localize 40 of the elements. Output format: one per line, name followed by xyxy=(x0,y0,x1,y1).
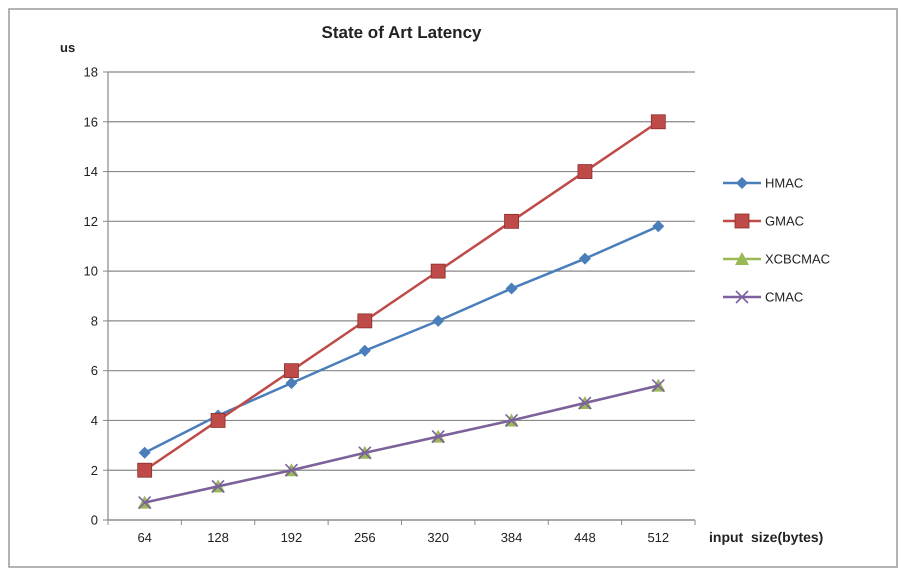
point xyxy=(504,214,519,229)
point xyxy=(210,413,226,428)
x-tick-label: 448 xyxy=(574,530,596,545)
y-tick-label: 8 xyxy=(90,313,98,328)
y-tick-label: 0 xyxy=(90,512,98,528)
y-axis-title: us xyxy=(60,40,76,55)
y-tick-label: 16 xyxy=(84,114,98,130)
x-tick-label: 384 xyxy=(500,530,522,545)
y-tick-label: 6 xyxy=(90,363,98,378)
point xyxy=(284,363,299,378)
x-tick-label: 128 xyxy=(207,530,229,545)
point xyxy=(506,282,518,295)
x-tick-label: 64 xyxy=(137,530,152,545)
point xyxy=(137,462,152,478)
x-tick-label: 512 xyxy=(647,530,670,545)
legend-label: CMAC xyxy=(765,290,804,305)
legend-label: HMAC xyxy=(765,176,804,191)
x-axis-title: input size(bytes) xyxy=(709,529,824,545)
point xyxy=(652,220,664,232)
point xyxy=(285,377,298,390)
x-tick-label: 320 xyxy=(427,530,450,545)
x-tick-label: 256 xyxy=(354,530,376,545)
legend-label: GMAC xyxy=(765,214,804,229)
point xyxy=(357,313,372,328)
x-tick-label: 192 xyxy=(280,530,302,545)
y-tick-label: 2 xyxy=(90,462,98,478)
point xyxy=(578,164,592,179)
y-tick-label: 14 xyxy=(84,164,98,180)
point xyxy=(138,446,151,459)
legend-label: XCBCMAC xyxy=(765,252,830,267)
y-tick-label: 18 xyxy=(84,64,98,80)
point xyxy=(578,252,591,265)
point xyxy=(430,264,446,279)
y-tick-label: 12 xyxy=(84,214,98,229)
point xyxy=(358,344,371,357)
y-tick-label: 4 xyxy=(90,412,98,428)
point xyxy=(432,314,444,327)
y-tick-label: 10 xyxy=(84,264,98,279)
chart-title: State of Art Latency xyxy=(322,23,482,42)
point xyxy=(650,114,666,130)
